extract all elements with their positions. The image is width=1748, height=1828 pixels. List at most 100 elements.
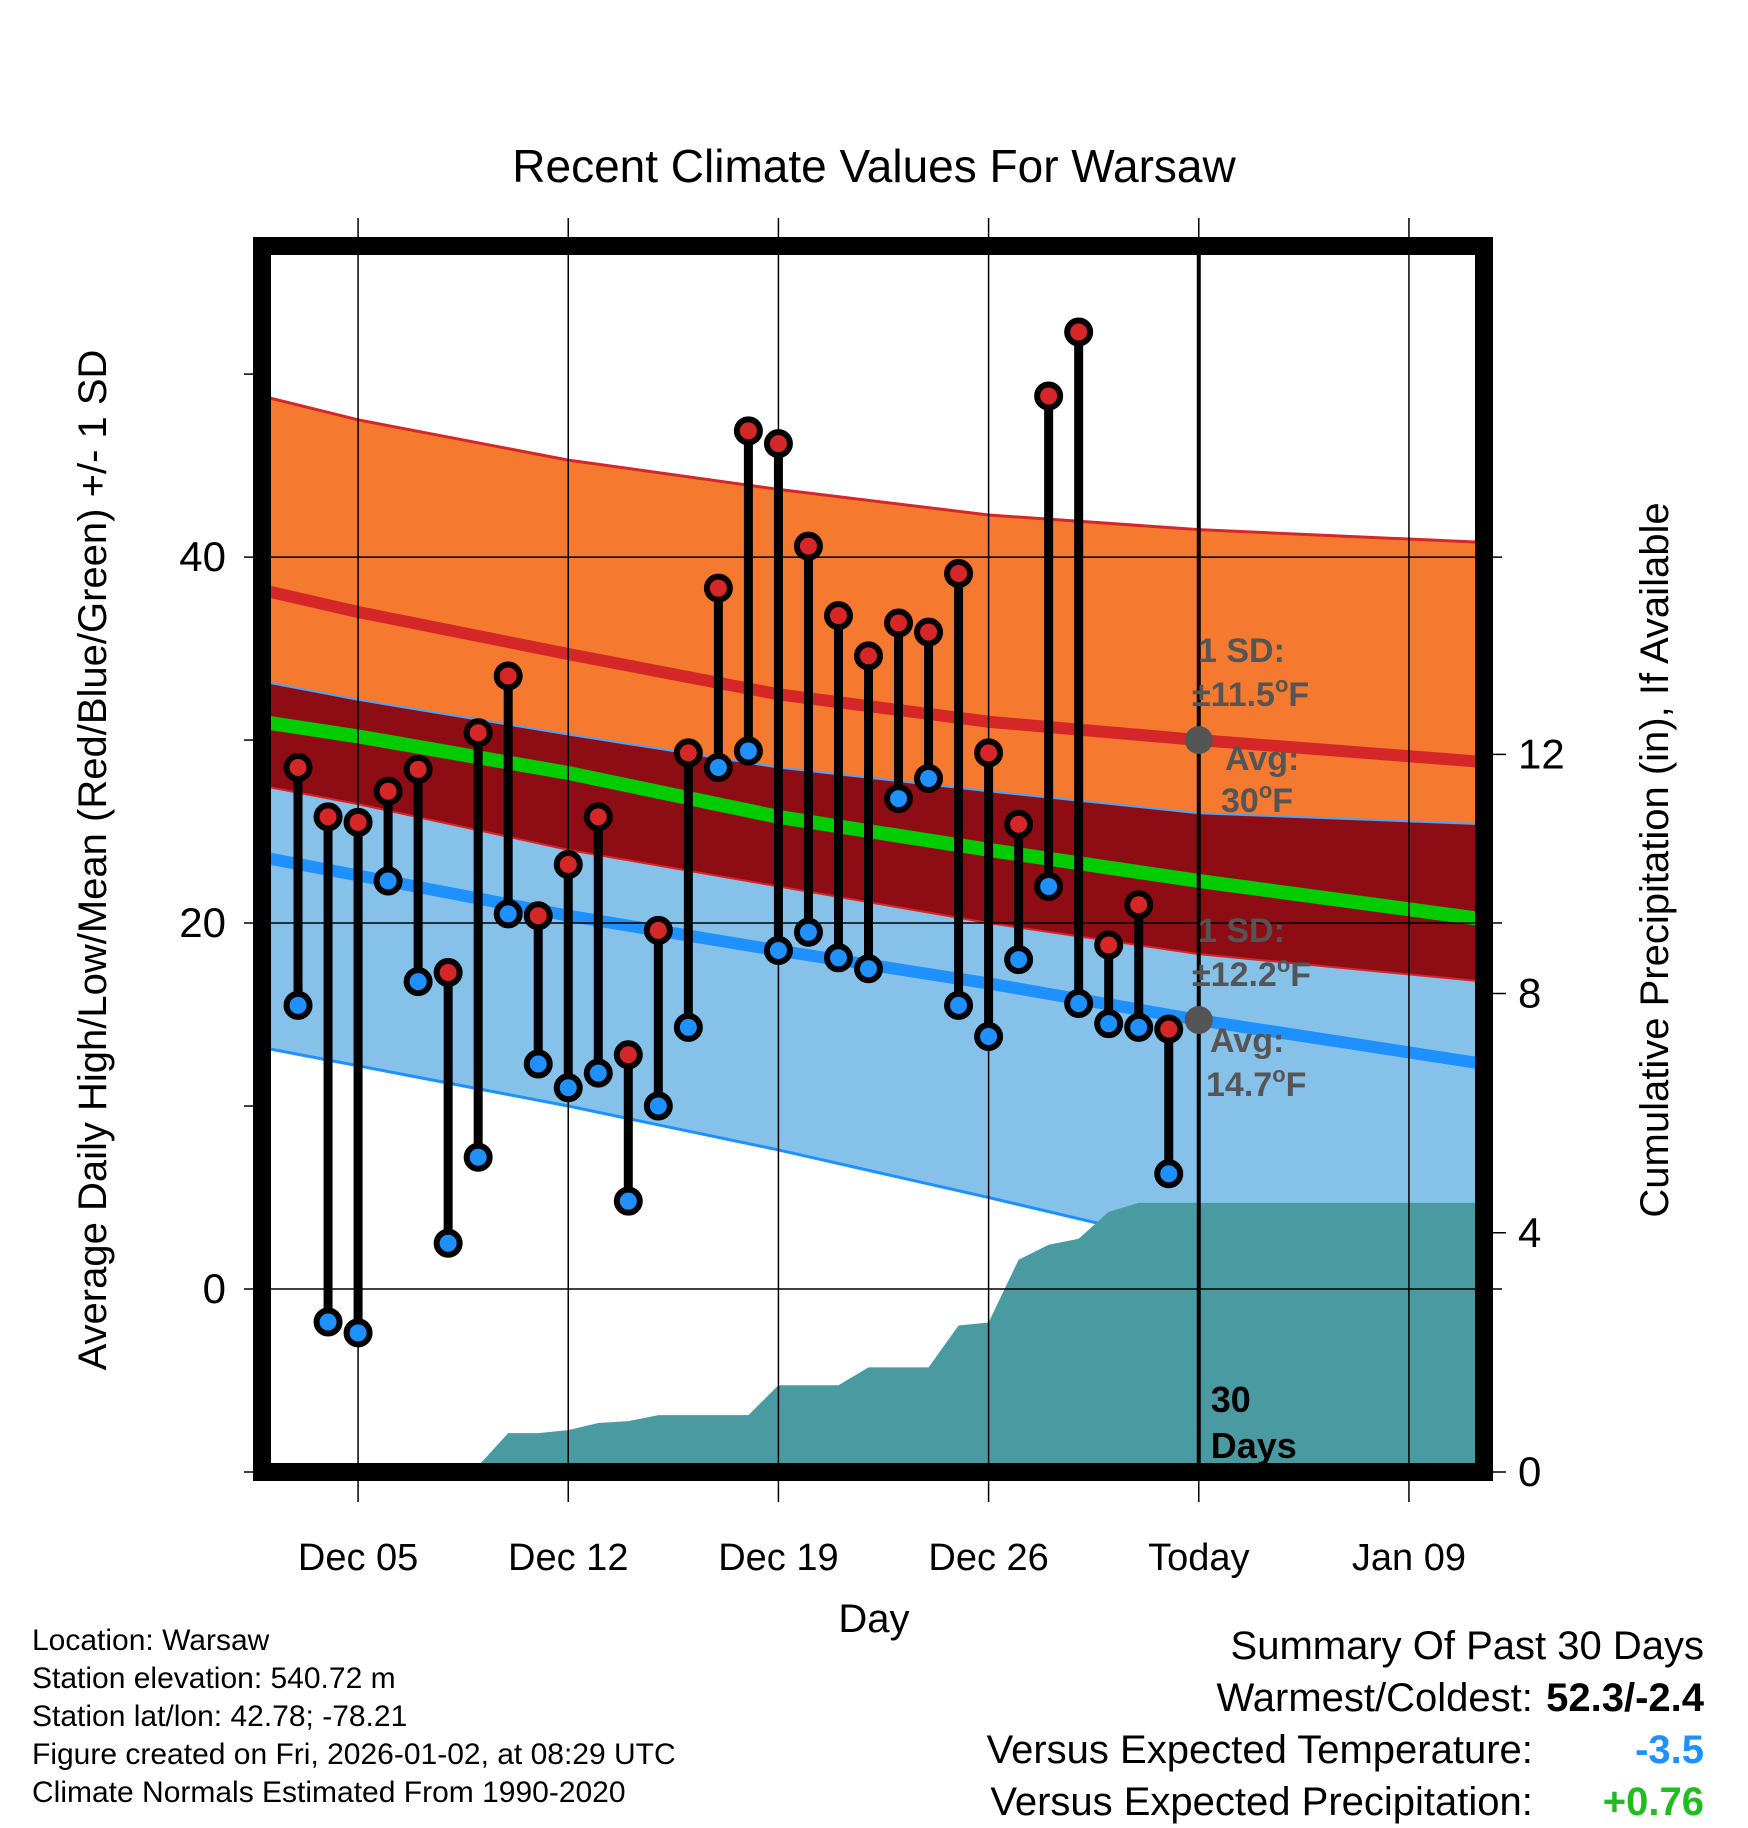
precip-area [298, 1202, 1484, 1472]
sd-unit-1: F [1290, 956, 1311, 994]
x-tick-label-0: Dec 05 [298, 1537, 418, 1579]
daily-low-point-22 [944, 990, 974, 1020]
avg-unit-0: F [1272, 782, 1293, 820]
daily-low-point-25 [1034, 871, 1064, 901]
sd-value-0: ±11.5oF [1192, 672, 1309, 714]
avg-degree-sup-1: o [1272, 1062, 1285, 1087]
daily-low-point-26 [1064, 989, 1094, 1019]
daily-low-point-24 [1004, 945, 1034, 975]
daily-high-point-2 [343, 807, 373, 837]
avg-label-1: Avg: [1210, 1022, 1284, 1060]
avg-degree-sup-0: o [1259, 778, 1272, 803]
daily-low-point-6 [463, 1142, 493, 1172]
daily-high-point-9 [553, 849, 583, 879]
elevation-text: Station elevation: 540.72 m [32, 1662, 396, 1695]
daily-low-point-20 [884, 784, 914, 814]
daily-high-point-21 [914, 617, 944, 647]
daily-low-point-5 [433, 1228, 463, 1258]
daily-high-point-13 [673, 738, 703, 768]
days-label-line2: Days [1211, 1425, 1297, 1466]
daily-high-point-7 [493, 661, 523, 691]
x-tick-label-1: Dec 12 [508, 1537, 628, 1579]
daily-high-point-28 [1124, 890, 1154, 920]
plot-frame [253, 237, 1493, 1481]
chart-title: Recent Climate Values For Warsaw [512, 140, 1236, 192]
latlon-text: Station lat/lon: 42.78; -78.21 [32, 1700, 408, 1733]
x-tick-label-4: Today [1148, 1537, 1249, 1579]
daily-low-point-10 [583, 1058, 613, 1088]
sd-value-1: ±12.2oF [1192, 952, 1311, 994]
daily-low-point-28 [1124, 1012, 1154, 1042]
temp-label: Versus Expected Temperature: [986, 1728, 1533, 1772]
days-label-line1: 30 [1211, 1379, 1251, 1420]
daily-low-point-12 [643, 1091, 673, 1121]
daily-high-point-10 [583, 802, 613, 832]
y-axis-label: Average Daily High/Low/Mean (Red/Blue/Gr… [71, 350, 115, 1371]
daily-high-point-8 [523, 901, 553, 931]
daily-low-point-3 [373, 866, 403, 896]
daily-high-point-29 [1154, 1014, 1184, 1044]
daily-low-point-8 [523, 1049, 553, 1079]
daily-low-point-0 [283, 990, 313, 1020]
y-tick-label-2: 40 [179, 533, 226, 580]
x-tick-label-2: Dec 19 [718, 1537, 838, 1579]
daily-high-point-26 [1064, 317, 1094, 347]
avg-label-0: Avg: [1225, 740, 1299, 778]
sd-label-1: 1 SD: [1198, 912, 1285, 950]
daily-low-point-29 [1154, 1159, 1184, 1189]
daily-high-point-23 [974, 738, 1004, 768]
daily-high-point-25 [1034, 381, 1064, 411]
y-tick-label-0: 0 [203, 1265, 226, 1312]
precip-label: Versus Expected Precipitation: [990, 1780, 1533, 1824]
y2-axis-label: Cumulative Precipitation (in), If Availa… [1633, 502, 1677, 1217]
daily-high-point-6 [463, 718, 493, 748]
y2-tick-label-0: 0 [1518, 1448, 1541, 1495]
daily-low-point-1 [313, 1307, 343, 1337]
daily-low-point-9 [553, 1073, 583, 1103]
location-text: Location: Warsaw [32, 1624, 270, 1657]
y-tick-label-1: 20 [179, 899, 226, 946]
sd-degree-sup-1: o [1277, 952, 1290, 977]
normals-text: Climate Normals Estimated From 1990-2020 [32, 1776, 626, 1809]
summary-precip-row: Versus Expected Precipitation: +0.76 [987, 1776, 1704, 1828]
sd-degree-sup-0: o [1275, 672, 1288, 697]
daily-high-point-19 [853, 641, 883, 671]
x-tick-label-3: Dec 26 [928, 1537, 1048, 1579]
warmest-label: Warmest/Coldest: [1216, 1676, 1533, 1720]
avg-value-1: 14.7oF [1206, 1062, 1306, 1104]
daily-high-point-20 [884, 608, 914, 638]
daily-low-point-16 [763, 935, 793, 965]
x-tick-label-5: Jan 09 [1352, 1537, 1466, 1579]
x-axis-label: Day [838, 1597, 909, 1641]
daily-low-point-19 [853, 954, 883, 984]
daily-high-point-11 [613, 1040, 643, 1070]
daily-low-point-17 [793, 917, 823, 947]
daily-high-point-4 [403, 754, 433, 784]
avg-value-0: 30oF [1221, 778, 1293, 820]
y2-tick-label-3: 12 [1518, 730, 1565, 777]
precip-value: +0.76 [1602, 1780, 1704, 1824]
y2-tick-label-1: 4 [1518, 1209, 1541, 1256]
summary-panel: Summary Of Past 30 Days Warmest/Coldest:… [987, 1620, 1704, 1828]
daily-low-point-27 [1094, 1009, 1124, 1039]
created-text: Figure created on Fri, 2026-01-02, at 08… [32, 1738, 676, 1771]
daily-high-point-24 [1004, 809, 1034, 839]
warmest-value: 52.3/-2.4 [1546, 1676, 1704, 1720]
station-info: Location: Warsaw Station elevation: 540.… [32, 1622, 676, 1812]
daily-low-point-2 [343, 1318, 373, 1348]
daily-high-point-15 [733, 416, 763, 446]
summary-warmest-row: Warmest/Coldest: 52.3/-2.4 [987, 1672, 1705, 1724]
daily-low-point-4 [403, 967, 433, 997]
summary-temp-row: Versus Expected Temperature: -3.5 [987, 1724, 1704, 1776]
temp-value: -3.5 [1635, 1728, 1704, 1772]
daily-high-point-1 [313, 802, 343, 832]
daily-high-point-17 [793, 531, 823, 561]
daily-high-point-27 [1094, 930, 1124, 960]
daily-high-point-14 [703, 573, 733, 603]
daily-low-point-23 [974, 1021, 1004, 1051]
avg-marker-1 [1184, 1006, 1213, 1035]
daily-high-point-5 [433, 957, 463, 987]
daily-high-point-12 [643, 915, 673, 945]
avg-unit-1: F [1286, 1066, 1307, 1104]
